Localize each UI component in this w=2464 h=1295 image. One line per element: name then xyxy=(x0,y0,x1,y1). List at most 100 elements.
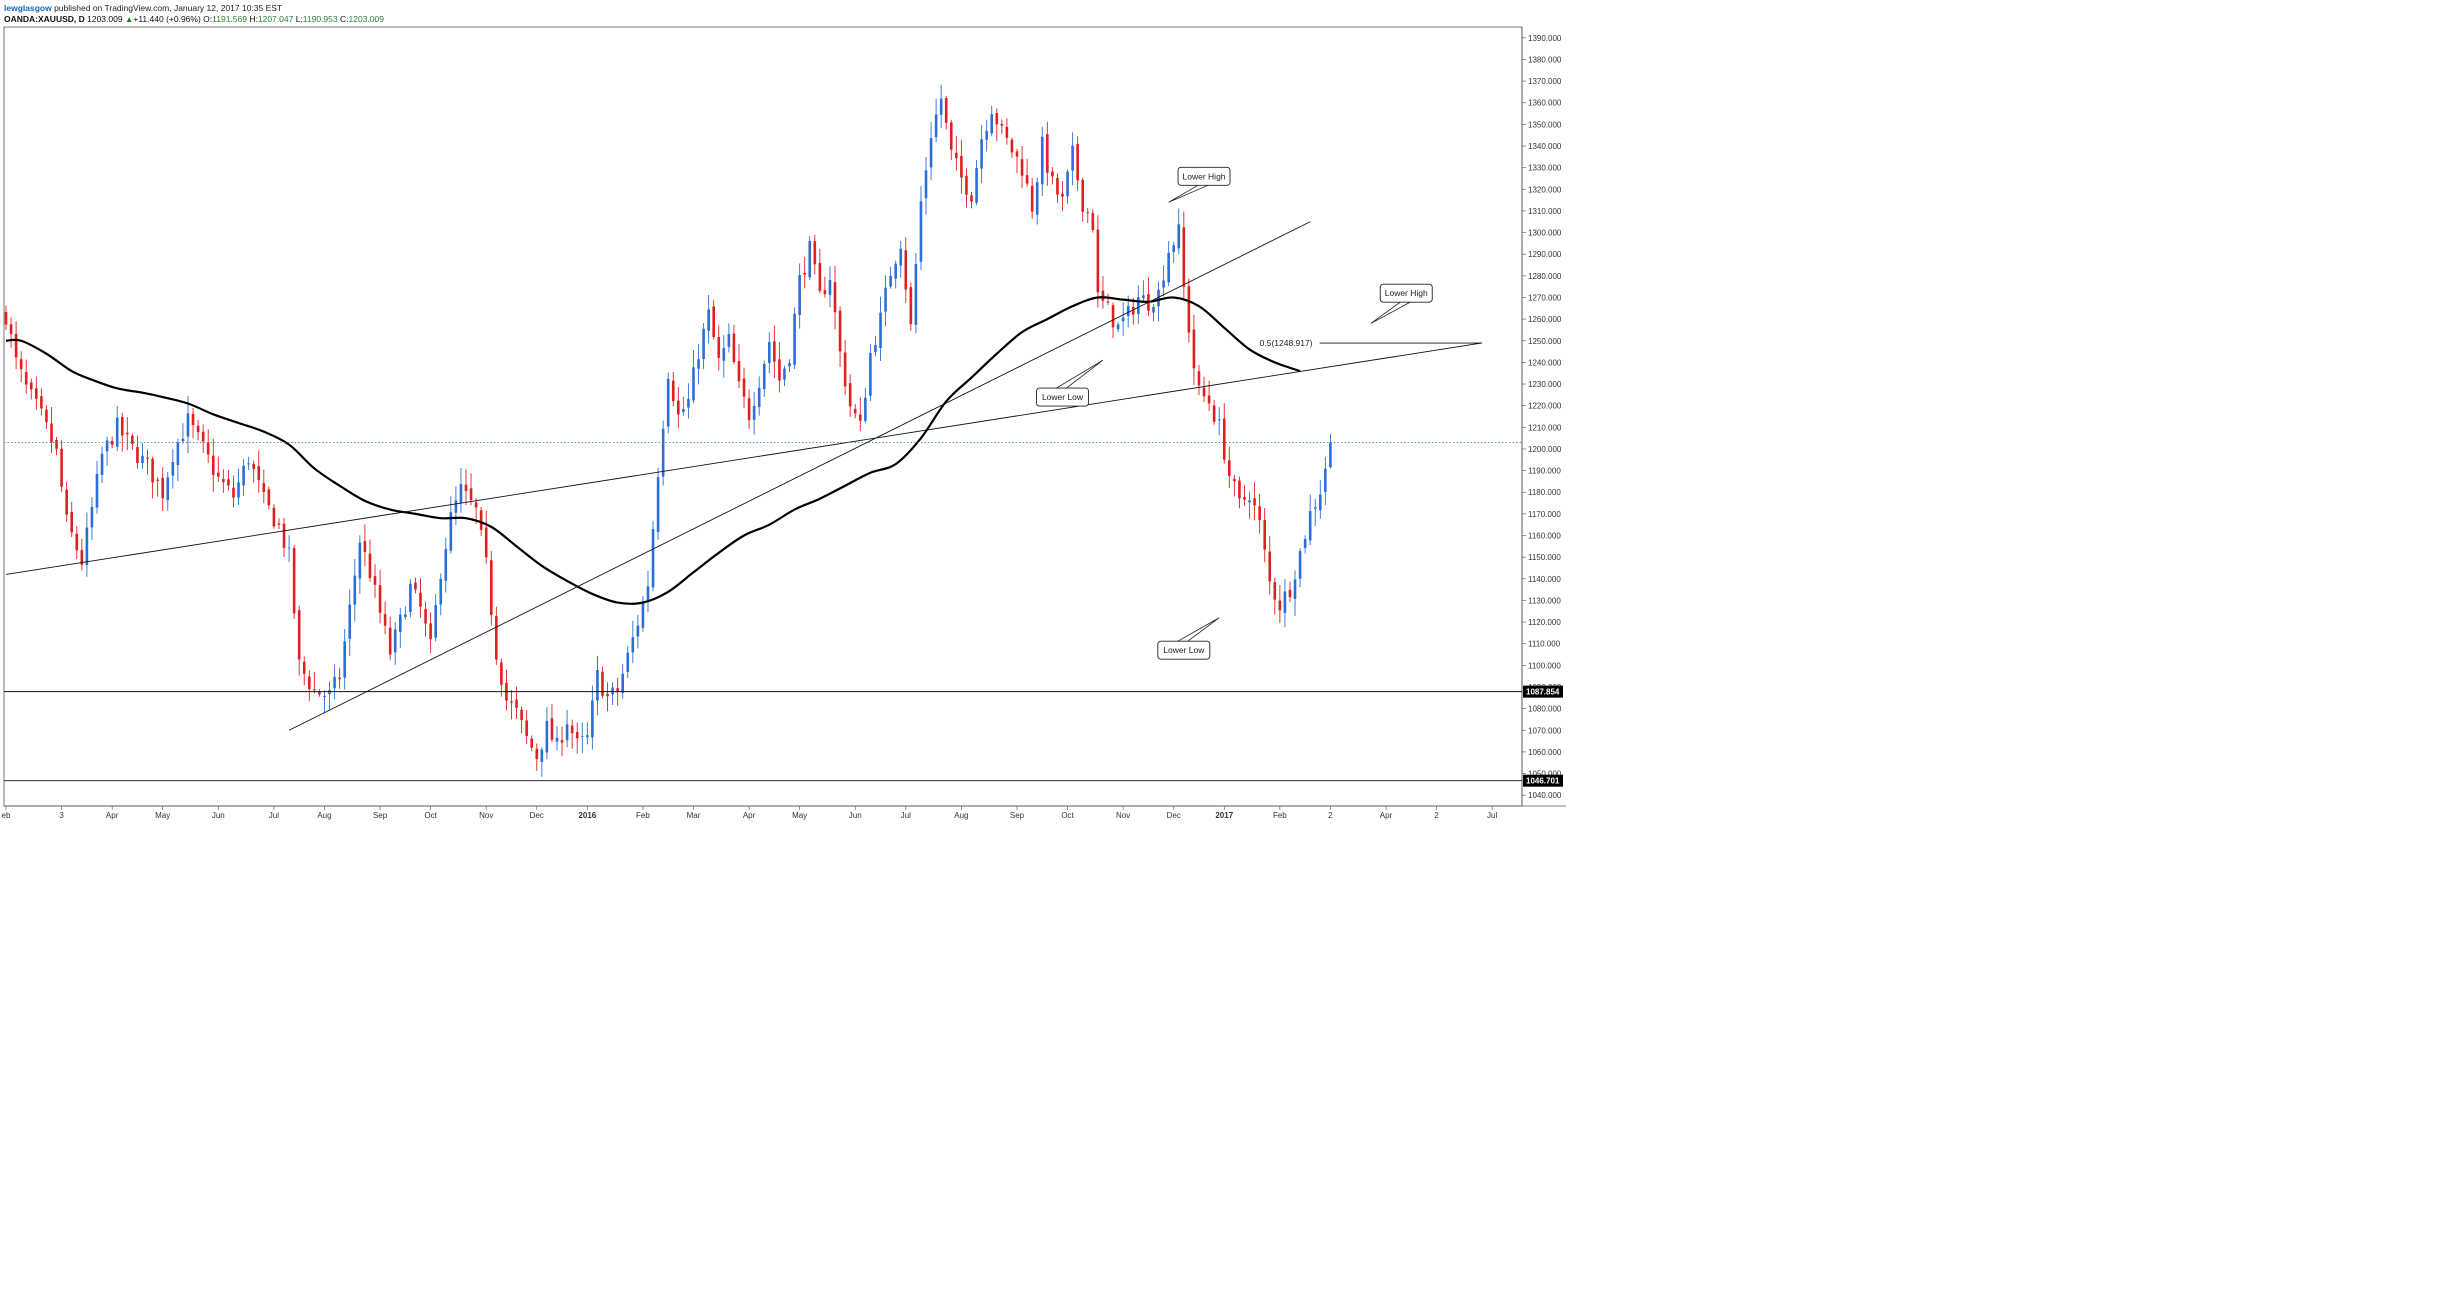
candle-body xyxy=(323,695,326,698)
candle xyxy=(520,706,523,734)
candle xyxy=(939,84,943,129)
candle-body xyxy=(489,560,493,615)
candle xyxy=(80,538,84,571)
candle-body xyxy=(35,388,38,399)
candle-body xyxy=(474,502,478,508)
candle xyxy=(328,681,331,710)
x-tick-label: Jun xyxy=(212,811,225,820)
candle xyxy=(1040,126,1044,197)
candle-body xyxy=(242,465,245,486)
candle xyxy=(843,339,847,395)
callout-annotation[interactable]: Lower High xyxy=(1168,166,1231,203)
chart-header: lewglasgow published on TradingView.com,… xyxy=(0,0,1568,26)
y-tick-label: 1280.000 xyxy=(1528,272,1562,281)
high-value: 1207.047 xyxy=(257,14,294,24)
candle-body xyxy=(884,287,887,312)
candle-body xyxy=(949,122,953,150)
candle-body xyxy=(1238,480,1241,499)
candle xyxy=(1162,265,1165,297)
candle-body xyxy=(40,396,43,409)
candle-body xyxy=(843,352,847,387)
candle-body xyxy=(1025,175,1029,184)
moving-average-line[interactable] xyxy=(5,296,1301,605)
candle-body xyxy=(1030,185,1034,212)
y-tick-label: 1150.000 xyxy=(1528,553,1561,562)
candle xyxy=(247,456,250,470)
candle xyxy=(1217,407,1221,436)
candle-body xyxy=(904,250,908,290)
author-link[interactable]: lewglasgow xyxy=(4,3,52,13)
candle xyxy=(29,378,33,400)
candle-body xyxy=(50,423,53,443)
y-tick-label: 1370.000 xyxy=(1528,77,1562,86)
candle-body xyxy=(591,700,594,738)
candle-body xyxy=(4,312,8,325)
candle xyxy=(484,510,488,564)
candle-body xyxy=(272,507,276,527)
candle-body xyxy=(813,241,817,265)
candle-body xyxy=(525,720,528,737)
candle-body xyxy=(434,605,437,638)
candle xyxy=(151,456,154,499)
candle xyxy=(732,324,736,365)
candle xyxy=(464,469,468,506)
x-tick-label: Mar xyxy=(687,811,701,820)
candle xyxy=(292,544,296,619)
candle xyxy=(217,456,220,482)
candle-body xyxy=(459,484,463,503)
candle-body xyxy=(661,428,665,477)
candle xyxy=(737,344,741,389)
candle xyxy=(929,121,933,181)
callout-box xyxy=(1177,166,1231,186)
candle-body xyxy=(1253,498,1256,506)
trendline[interactable] xyxy=(5,342,1483,575)
candle xyxy=(343,629,346,690)
candle xyxy=(206,429,210,464)
candle-body xyxy=(818,262,822,291)
candle xyxy=(1228,446,1231,489)
candle xyxy=(1131,297,1135,325)
callout-text: Lower High xyxy=(1385,288,1428,298)
candle xyxy=(1278,585,1282,624)
candle-body xyxy=(429,623,432,640)
price-chart[interactable]: 1040.000 1050.000 1060.000 1070.000 1080.000… xyxy=(0,0,1568,830)
candle xyxy=(1263,508,1266,563)
candle xyxy=(277,518,281,530)
candle-body xyxy=(1303,538,1307,548)
publish-info: lewglasgow published on TradingView.com,… xyxy=(4,3,282,13)
candle-body xyxy=(778,359,781,381)
candle-body xyxy=(176,442,180,466)
callout-annotation[interactable]: Lower High xyxy=(1370,283,1433,324)
candle-body xyxy=(24,372,28,385)
callout-annotation[interactable]: Lower Low xyxy=(1036,359,1104,407)
candle-body xyxy=(990,114,994,134)
candle xyxy=(960,139,963,194)
candle-body xyxy=(1182,227,1186,287)
candle xyxy=(586,722,589,745)
candle-body xyxy=(1268,551,1272,582)
candle xyxy=(282,517,286,557)
candle-body xyxy=(1121,317,1125,322)
x-tick-label: Jul xyxy=(1487,811,1497,820)
candle xyxy=(591,685,594,750)
candle xyxy=(1076,136,1079,191)
candle-body xyxy=(762,363,766,390)
symbol-label[interactable]: OANDA:XAUUSD, D xyxy=(4,14,85,24)
candle-body xyxy=(85,527,89,566)
candle-body xyxy=(1142,295,1145,299)
fib-level-label: 0.5(1248.917) xyxy=(1260,338,1313,348)
candle-body xyxy=(495,616,498,660)
candle-body xyxy=(1202,387,1206,397)
x-tick-label: Apr xyxy=(106,811,119,820)
candle xyxy=(864,387,867,424)
candle-body xyxy=(1293,579,1297,599)
candle xyxy=(752,391,756,435)
callout-annotation[interactable]: Lower Low xyxy=(1157,617,1220,660)
candle-body xyxy=(1015,151,1019,157)
trendline[interactable] xyxy=(288,221,1311,731)
candle xyxy=(1137,285,1140,324)
y-tick-label: 1070.000 xyxy=(1528,726,1562,735)
candle xyxy=(333,664,336,700)
candle-body xyxy=(1066,171,1069,197)
candle xyxy=(1142,280,1145,301)
